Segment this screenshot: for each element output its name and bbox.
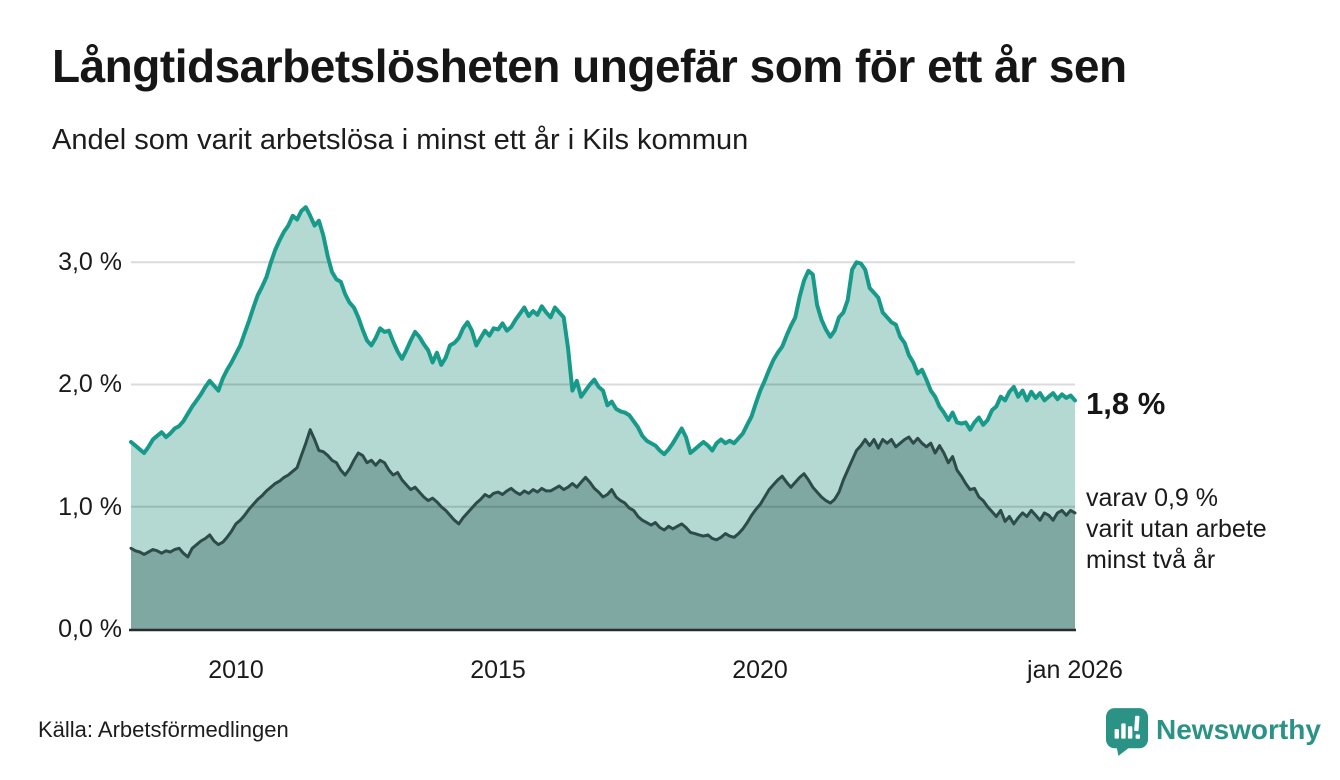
two-year-area-fill [131,429,1075,629]
y-tick-0: 0,0 % [58,615,122,643]
annotation-line: varav 0,9 % [1086,484,1219,512]
newsworthy-wordmark: Newsworthy [1156,714,1321,745]
x-tick-2015: 2015 [470,656,526,684]
total-line [129,205,1077,457]
y-tick-2: 2,0 % [58,370,122,398]
annotation-line: minst två år [1086,546,1216,574]
y-tick-3: 3,0 % [58,248,122,276]
x-tick-2010: 2010 [208,656,264,684]
page-title: Långtidsarbetslösheten ungefär som för e… [52,40,1127,92]
newsworthy-bubble-chart-icon [1106,708,1148,756]
annotation-line: varit utan arbete [1086,515,1267,543]
x-tick-2020: 2020 [732,656,788,684]
source-note: Källa: Arbetsförmedlingen [38,717,289,742]
y-tick-1: 1,0 % [58,493,122,521]
two-year-annotation: varav 0,9 % varit utan arbete minst två … [1086,483,1338,576]
x-tick-jan-2026: jan 2026 [1027,656,1123,684]
latest-total-label: 1,8 % [1086,386,1166,421]
chart-subtitle: Andel som varit arbetslösa i minst ett å… [52,124,749,156]
newsworthy-logo: Newsworthy [1106,707,1321,757]
two-year-line [129,428,1077,559]
